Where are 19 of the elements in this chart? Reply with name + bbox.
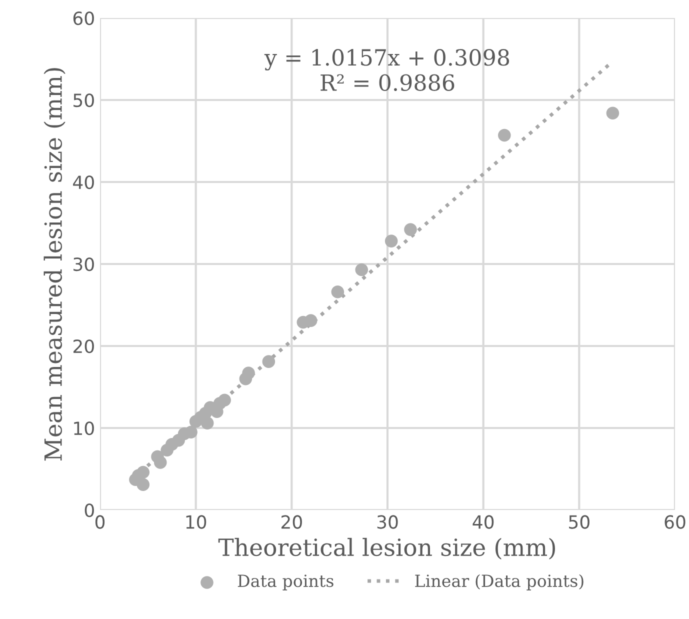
y-axis-title: Mean measured lesion size (mm) <box>44 68 66 461</box>
y-tick-label: 0 <box>84 503 94 518</box>
y-tick-label: 20 <box>73 339 94 354</box>
x-tick-label: 20 <box>282 515 302 529</box>
annotation: y = 1.0157x + 0.3098 R² = 0.9886 <box>264 49 510 92</box>
y-tick-label: 10 <box>74 421 94 436</box>
y-tick-label: 60 <box>73 11 94 26</box>
y-tick-label: 30 <box>74 257 94 272</box>
legend-label: Data points <box>238 574 334 590</box>
x-tick-label: 50 <box>569 515 590 529</box>
x-tick-label: 40 <box>472 515 494 529</box>
y-tick-label: 50 <box>74 93 94 108</box>
x-axis-title: Theoretical lesion size (mm) <box>218 538 555 560</box>
y-tick-label: 40 <box>73 175 94 190</box>
x-tick-label: 30 <box>377 515 398 529</box>
x-tick-label: 0 <box>95 515 105 529</box>
x-tick-label: 10 <box>186 515 206 529</box>
legend-label: Linear (Data points) <box>415 574 584 590</box>
x-tick-label: 60 <box>664 515 686 529</box>
